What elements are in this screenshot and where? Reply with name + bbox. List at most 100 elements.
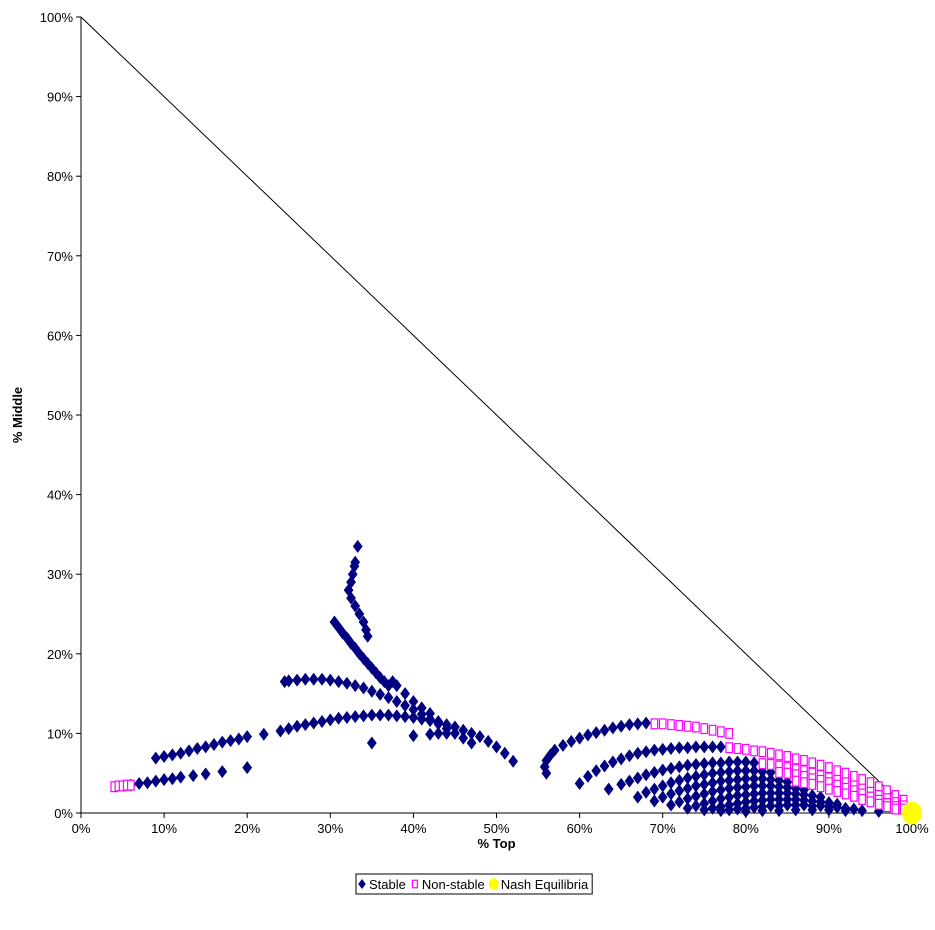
data-point — [666, 742, 676, 756]
data-point — [391, 679, 402, 693]
data-point — [766, 758, 775, 770]
data-point — [184, 744, 194, 758]
data-point — [649, 794, 660, 808]
data-point — [574, 777, 585, 791]
data-point — [866, 796, 875, 808]
data-point — [450, 726, 460, 740]
data-point — [650, 718, 659, 730]
x-tick-label: 70% — [650, 821, 676, 836]
data-point — [757, 804, 768, 818]
data-point — [350, 679, 361, 693]
data-point — [707, 785, 718, 799]
y-tick-label: 40% — [47, 488, 73, 503]
data-point — [733, 743, 742, 754]
data-point — [724, 781, 735, 795]
data-point — [275, 724, 286, 738]
data-point — [725, 742, 734, 754]
data-point — [127, 779, 135, 791]
data-point — [632, 771, 643, 785]
data-point — [425, 707, 435, 720]
data-point — [691, 779, 701, 793]
data-point — [766, 747, 775, 759]
y-tick-label: 70% — [47, 249, 73, 264]
data-point — [715, 774, 726, 788]
data-point — [858, 793, 866, 805]
data-point — [757, 779, 768, 793]
data-point — [333, 675, 344, 689]
data-point — [675, 719, 684, 731]
data-point — [732, 781, 743, 795]
y-tick-label: 10% — [47, 726, 73, 741]
data-point — [799, 798, 809, 812]
data-point — [715, 756, 726, 770]
data-point — [757, 786, 768, 800]
data-point — [707, 740, 718, 754]
data-point — [732, 764, 743, 778]
data-point — [649, 743, 660, 757]
data-point — [749, 764, 759, 778]
data-point — [707, 756, 718, 770]
legend-marker — [358, 879, 366, 889]
data-point — [902, 801, 922, 825]
data-point — [833, 765, 842, 777]
data-point — [624, 718, 635, 732]
data-point — [724, 765, 735, 779]
data-point — [346, 591, 356, 605]
data-point — [549, 743, 560, 757]
data-point — [657, 779, 668, 793]
x-tick-label: 90% — [816, 821, 842, 836]
data-point — [408, 695, 419, 709]
data-point — [749, 800, 759, 814]
data-point — [425, 727, 435, 741]
data-point — [358, 709, 369, 723]
data-point — [200, 740, 211, 754]
data-point — [607, 721, 618, 735]
data-point — [317, 672, 327, 686]
data-point — [499, 746, 510, 760]
data-point — [691, 757, 701, 771]
data-point — [883, 801, 891, 813]
data-point — [740, 772, 751, 786]
data-point — [682, 771, 693, 785]
data-point — [758, 758, 767, 770]
data-point — [657, 790, 668, 804]
data-point — [682, 758, 693, 772]
data-point — [666, 798, 676, 812]
data-point — [400, 687, 410, 701]
data-point — [607, 755, 618, 769]
data-point — [715, 792, 726, 806]
data-point — [666, 787, 676, 801]
y-axis-title: % Middle — [10, 387, 25, 443]
data-point — [624, 749, 635, 763]
data-point — [192, 742, 203, 756]
data-point — [732, 773, 743, 787]
data-point — [325, 673, 336, 687]
data-point — [583, 769, 593, 783]
x-tick-label: 50% — [483, 821, 509, 836]
data-point — [242, 730, 253, 744]
data-point — [674, 773, 685, 787]
data-point — [283, 674, 294, 688]
data-point — [775, 749, 783, 761]
data-point — [283, 722, 294, 736]
data-point — [632, 746, 643, 760]
data-point — [358, 681, 369, 695]
data-point — [308, 716, 319, 730]
y-tick-label: 0% — [54, 806, 73, 821]
data-point — [732, 755, 743, 769]
data-point — [840, 804, 851, 818]
series-nash-equilibria — [902, 801, 922, 825]
data-point — [825, 762, 833, 774]
data-point — [707, 776, 718, 790]
data-point — [682, 792, 693, 806]
data-point — [825, 783, 833, 795]
data-point — [724, 773, 735, 787]
data-point — [649, 765, 660, 779]
data-point — [749, 787, 759, 801]
data-point — [408, 710, 419, 724]
data-point — [641, 785, 651, 799]
data-point — [362, 629, 373, 643]
series-stable — [125, 539, 884, 818]
data-point — [791, 753, 800, 765]
